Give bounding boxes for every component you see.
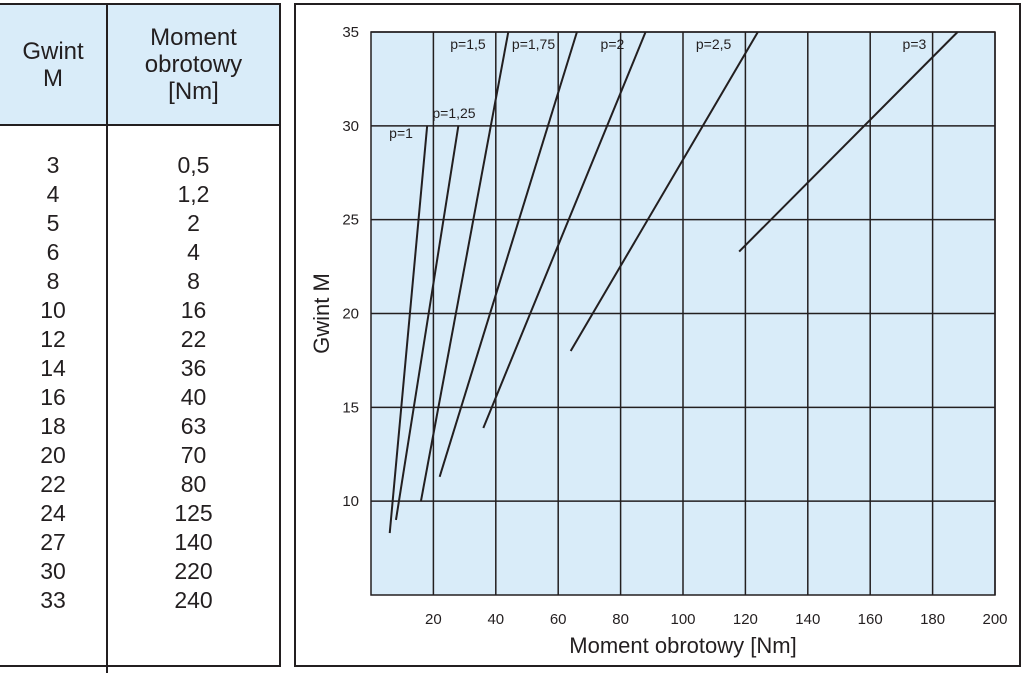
cell-moment: 22 — [180, 326, 207, 352]
series-label: p=2 — [601, 36, 625, 52]
cell-gwint: 4 — [46, 181, 60, 207]
grid — [371, 31, 996, 595]
header-gwint-line-1: Gwint — [22, 37, 84, 65]
cell-moment: 4 — [187, 239, 200, 265]
x-tick-label: 80 — [612, 611, 629, 628]
x-axis-title: Moment obrotowy [Nm] — [569, 633, 796, 658]
cell-gwint: 8 — [46, 268, 60, 294]
series-line — [419, 31, 510, 502]
series-labels: p=1 p=1,25 p=1,5 p=1,75 p=2 p=2,5 p=3 — [389, 36, 926, 141]
x-tick-label: 140 — [795, 611, 820, 628]
cell-gwint: 22 — [40, 471, 66, 497]
cell-moment: 0,5 — [177, 152, 210, 178]
chart-panel: p=1 p=1,25 p=1,5 p=1,75 p=2 p=2,5 p=3 20 40 60 80… — [294, 3, 1021, 667]
table-row: 14 36 — [0, 354, 279, 383]
series-label: p=1 — [389, 125, 413, 141]
table-row: 30 220 — [0, 557, 279, 586]
x-tick-label: 180 — [920, 611, 945, 628]
cell-moment: 240 — [174, 587, 213, 613]
cell-moment: 40 — [180, 384, 207, 410]
table-row: 12 22 — [0, 325, 279, 354]
table-row: 4 1,2 — [0, 180, 279, 209]
cell-moment: 125 — [174, 500, 213, 526]
line-chart: p=1 p=1,25 p=1,5 p=1,75 p=2 p=2,5 p=3 20 40 60 80… — [309, 24, 1008, 658]
x-tick-label: 120 — [733, 611, 758, 628]
cell-moment: 2 — [187, 210, 200, 236]
header-moment-line-1: Moment — [150, 24, 237, 51]
table-row: 22 80 — [0, 470, 279, 499]
cell-gwint: 20 — [40, 442, 66, 468]
table-row: 3 0,5 — [0, 151, 279, 180]
cell-moment: 140 — [174, 529, 213, 555]
header-gwint: Gwint M — [0, 5, 106, 124]
cell-moment: 36 — [180, 355, 207, 381]
cell-gwint: 10 — [40, 297, 66, 323]
y-tick-label: 10 — [342, 493, 359, 510]
cell-gwint: 16 — [40, 384, 66, 410]
cell-gwint: 27 — [40, 529, 66, 555]
cell-moment: 16 — [180, 297, 207, 323]
header-moment-line-3: [Nm] — [168, 78, 219, 105]
column-divider — [106, 5, 108, 673]
x-tick-label: 200 — [982, 611, 1007, 628]
cell-moment: 63 — [180, 413, 207, 439]
series-label: p=2,5 — [696, 36, 732, 52]
table-body: 3 0,5 4 1,2 5 2 6 4 8 8 10 16 12 22 14 36 16 40 18 63 20 70 22… — [0, 151, 279, 615]
series-label: p=1,5 — [450, 36, 486, 52]
table-row: 10 16 — [0, 296, 279, 325]
data-table: Gwint M Moment obrotowy [Nm] 3 0,5 4 1,2 5 2 6… — [0, 3, 281, 673]
table-header: Gwint M Moment obrotowy [Nm] — [0, 5, 279, 126]
cell-gwint: 5 — [46, 210, 60, 236]
header-moment: Moment obrotowy [Nm] — [108, 5, 279, 124]
series-line — [569, 31, 759, 352]
cell-moment: 1,2 — [177, 181, 210, 207]
y-tick-label: 15 — [342, 399, 359, 416]
y-tick-label: 30 — [342, 118, 359, 135]
series-label: p=3 — [903, 36, 927, 52]
header-moment-line-2: obrotowy — [144, 51, 243, 78]
series-line — [738, 31, 959, 253]
y-tick-label: 25 — [342, 212, 359, 229]
series-lines — [388, 31, 959, 534]
cell-gwint: 30 — [40, 558, 66, 584]
cell-gwint: 18 — [40, 413, 66, 439]
cell-moment: 80 — [180, 471, 207, 497]
cell-moment: 220 — [174, 558, 213, 584]
table-row: 18 63 — [0, 412, 279, 441]
y-axis-title: Gwint M — [309, 273, 334, 354]
series-line — [388, 125, 429, 534]
cell-gwint: 6 — [46, 239, 60, 265]
cell-gwint: 33 — [40, 587, 66, 613]
x-tick-label: 60 — [550, 611, 567, 628]
cell-moment: 70 — [180, 442, 207, 468]
table-row: 27 140 — [0, 528, 279, 557]
cell-gwint: 12 — [40, 326, 66, 352]
series-line — [438, 31, 578, 478]
cell-moment: 8 — [187, 268, 200, 294]
series-label: p=1,75 — [512, 36, 555, 52]
cell-gwint: 14 — [40, 355, 66, 381]
x-tick-label: 160 — [858, 611, 883, 628]
x-tick-label: 40 — [487, 611, 504, 628]
table-row: 20 70 — [0, 441, 279, 470]
series-line — [394, 125, 460, 521]
table-row: 16 40 — [0, 383, 279, 412]
x-tick-label: 100 — [670, 611, 695, 628]
cell-gwint: 24 — [40, 500, 66, 526]
table-row: 24 125 — [0, 499, 279, 528]
header-gwint-line-2: M — [42, 64, 63, 92]
x-tick-label: 20 — [425, 611, 442, 628]
series-label: p=1,25 — [432, 105, 475, 121]
table-row: 33 240 — [0, 586, 279, 615]
y-tick-label: 35 — [342, 24, 359, 41]
cell-gwint: 3 — [46, 152, 60, 178]
series-line — [482, 31, 647, 429]
y-tick-label: 20 — [342, 306, 359, 323]
tick-labels: 20 40 60 80 100 120 140 160 180 200 10 15 20 25 30 35 — [342, 24, 1007, 628]
